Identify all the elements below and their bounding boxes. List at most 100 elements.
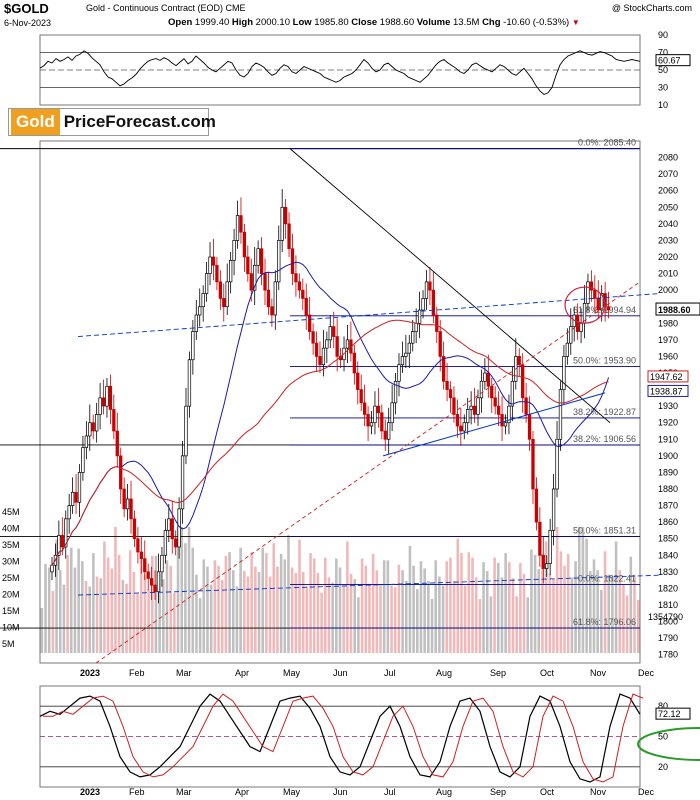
candle-body [67, 505, 71, 520]
volume-bar [143, 574, 147, 653]
price-tick-label: 1900 [658, 451, 678, 461]
stoch-month-label: Sep [490, 787, 506, 797]
candle-body [318, 356, 322, 366]
candle-body [490, 385, 494, 399]
volume-bar [55, 539, 58, 653]
candle-body [321, 347, 326, 366]
candle-body [596, 298, 600, 311]
close-value-label: 1988.60 [658, 305, 691, 315]
volume-bar [268, 576, 272, 653]
price-month-label: Dec [638, 668, 655, 678]
volume-bar [254, 566, 257, 653]
candle-body [325, 339, 329, 349]
candle-body [393, 380, 398, 404]
volume-bar [552, 579, 555, 653]
rsi-tick-label: 50 [658, 65, 668, 75]
price-tick-label: 1850 [658, 534, 678, 544]
candle-body [541, 554, 545, 569]
volume-bar [541, 554, 544, 653]
candle-body [407, 342, 411, 354]
candle-body [122, 488, 126, 510]
volume-bar [478, 599, 482, 653]
volume-bar [147, 589, 150, 653]
candle-body [462, 422, 466, 432]
candle-body [266, 289, 271, 308]
volume-bar [427, 581, 430, 653]
candle-body [211, 256, 216, 266]
candle-body [174, 538, 178, 548]
candle-body [459, 425, 463, 432]
volume-bar [316, 572, 320, 653]
candle-body [383, 430, 387, 440]
volume-bar [47, 567, 51, 653]
volume-bar [570, 577, 574, 653]
price-month-label: 2023 [80, 668, 100, 678]
volume-bar [202, 559, 206, 653]
volume-bar [125, 583, 128, 653]
volume-bar [471, 557, 474, 653]
fib-label: 50.0%: 1953.90 [573, 356, 636, 366]
candle-body [136, 538, 140, 553]
volume-tick-label: 15M [2, 606, 20, 616]
volume-bar [331, 582, 334, 653]
volume-bar [357, 597, 360, 653]
stoch-month-label: Jul [384, 787, 396, 797]
candle-body [77, 472, 82, 503]
candle-body [328, 326, 332, 341]
volume-bar [136, 593, 139, 653]
volume-bar [309, 553, 312, 653]
price-month-label: Aug [436, 668, 452, 678]
rsi-tick-label: 30 [658, 83, 668, 93]
price-month-label: Nov [590, 668, 607, 678]
volume-bar [272, 543, 276, 653]
resistance-trendline [289, 148, 611, 424]
candle-body [229, 259, 233, 283]
candle-body [562, 356, 566, 390]
down-arrow-icon: ▼ [571, 18, 580, 27]
volume-bar [323, 557, 327, 653]
volume-bar [438, 576, 441, 653]
volume-bar [397, 564, 401, 653]
candle-body [510, 380, 515, 407]
candle-body [294, 273, 298, 283]
candle-body [390, 402, 394, 424]
volume-bar [165, 560, 169, 653]
logo-part-site: PriceForecast.com [63, 112, 216, 131]
volume-bar [257, 572, 261, 653]
candle-body [545, 563, 549, 569]
price-tick-label: 2080 [658, 153, 678, 163]
price-tick-label: 1780 [658, 650, 678, 660]
low-label: Low [292, 17, 312, 28]
price-tick-label: 1970 [658, 335, 678, 345]
volume-bar [622, 584, 625, 653]
volume-bar [327, 577, 331, 653]
candle-body [259, 248, 264, 274]
candle-body [201, 293, 205, 308]
candle-body [555, 438, 559, 490]
volume-bar [360, 558, 364, 653]
volume-bar [117, 554, 121, 653]
candle-body [256, 248, 260, 266]
candle-body [438, 331, 442, 357]
volume-bar [66, 554, 69, 653]
price-tick-label: 1930 [658, 401, 678, 411]
close-label: Close [351, 17, 378, 28]
volume-bar [386, 560, 390, 653]
volume-bar [198, 598, 202, 653]
price-tick-label: 1910 [658, 434, 678, 444]
logo-part-gold: Gold [11, 109, 60, 135]
lower-dashed-trendline [77, 574, 661, 596]
stoch-k-line [39, 693, 641, 783]
candle-body [98, 397, 102, 415]
volume-bar [559, 551, 563, 653]
volume-bar [625, 595, 629, 653]
volume-bar [103, 541, 106, 653]
candle-body [208, 256, 212, 274]
candle-body [531, 438, 535, 490]
chart-symbol: $GOLD [4, 1, 49, 16]
candle-body [204, 273, 209, 294]
rsi-tick-label: 10 [658, 100, 668, 110]
candle-body [558, 389, 563, 440]
volume-bar [206, 566, 209, 653]
